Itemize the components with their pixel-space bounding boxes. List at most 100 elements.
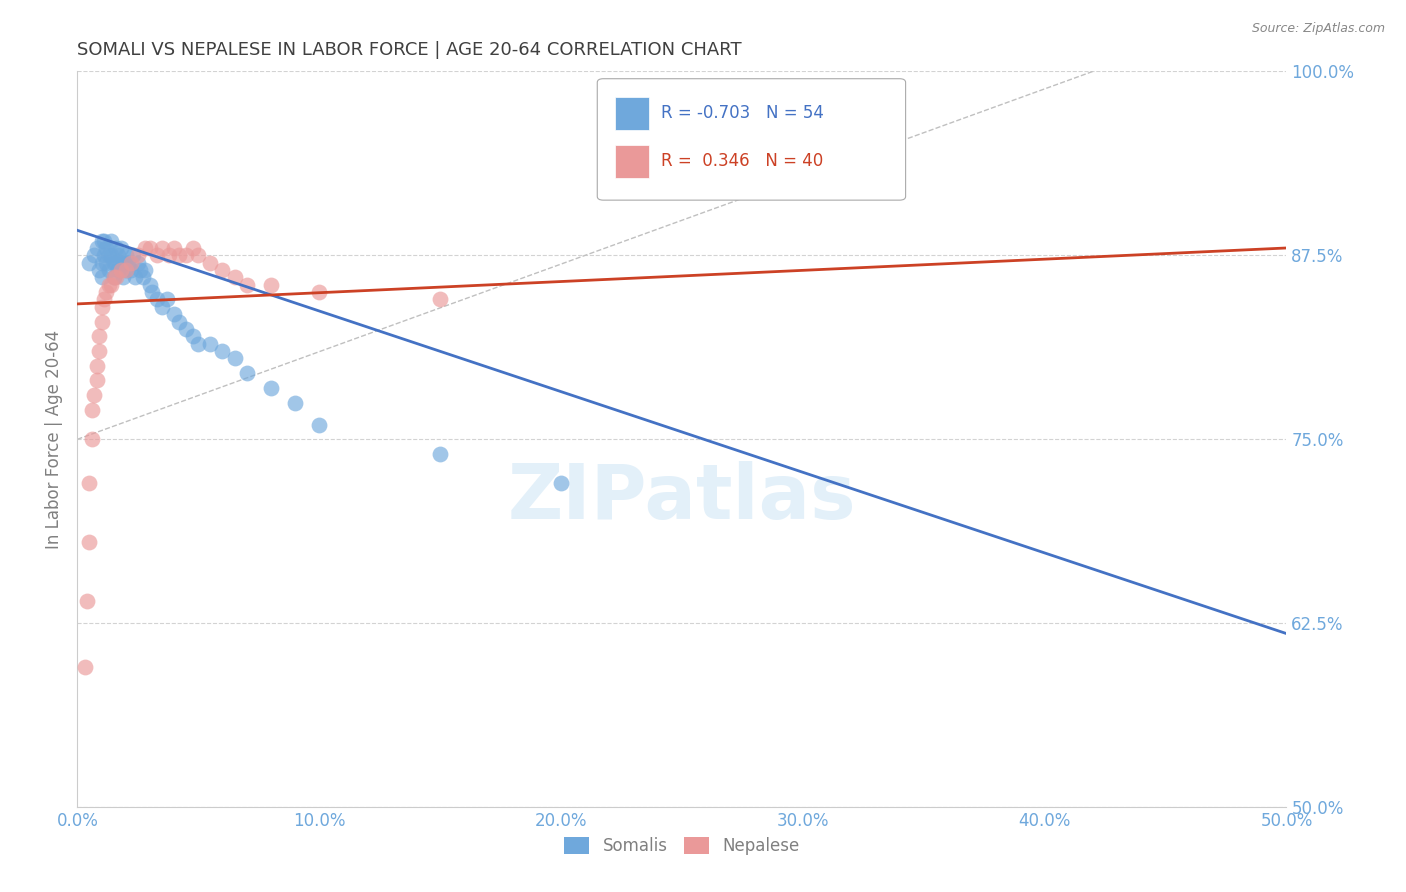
Point (110, 263, 132, 277)
Point (260, 381, 283, 395)
Point (96, 285, 118, 300)
Text: R = -0.703   N = 54: R = -0.703 N = 54 (661, 104, 824, 122)
Point (211, 263, 233, 277)
Point (174, 322, 197, 336)
FancyBboxPatch shape (598, 78, 905, 200)
Point (429, 447, 451, 461)
Point (134, 241, 156, 255)
Point (79, 535, 101, 549)
Point (76, 594, 98, 608)
Point (83, 248, 105, 262)
Point (93, 248, 115, 262)
Point (163, 307, 186, 321)
Point (114, 263, 136, 277)
Point (107, 263, 129, 277)
Point (86, 373, 108, 387)
Point (87, 329, 110, 343)
Point (112, 270, 135, 285)
Point (129, 263, 152, 277)
Point (183, 241, 205, 255)
Point (96, 241, 118, 255)
Point (167, 248, 190, 262)
Point (211, 343, 233, 358)
Point (73, 660, 96, 674)
Point (103, 256, 125, 270)
Point (105, 256, 128, 270)
Point (120, 263, 142, 277)
Point (429, 293, 451, 307)
Point (105, 241, 128, 255)
Point (105, 270, 128, 285)
Point (141, 285, 163, 300)
Point (127, 248, 149, 262)
Point (103, 270, 125, 285)
Point (235, 277, 257, 292)
Point (112, 256, 135, 270)
Point (200, 256, 222, 270)
Point (235, 366, 257, 380)
Point (90, 234, 112, 248)
Point (97, 263, 120, 277)
Point (90, 315, 112, 329)
Point (114, 263, 136, 277)
Bar (616, 145, 650, 178)
Point (110, 256, 132, 270)
Point (308, 285, 330, 300)
Point (79, 476, 101, 491)
Point (80, 402, 103, 417)
Point (167, 315, 190, 329)
Point (110, 241, 132, 255)
Point (103, 270, 125, 285)
Point (187, 248, 209, 262)
Point (139, 241, 162, 255)
Point (86, 241, 108, 255)
Text: R =  0.346   N = 40: R = 0.346 N = 40 (661, 153, 824, 170)
Point (224, 351, 246, 366)
Point (224, 270, 246, 285)
Point (163, 241, 186, 255)
Text: ZIPatlas: ZIPatlas (508, 461, 856, 535)
Point (90, 270, 112, 285)
Point (187, 336, 209, 351)
Point (156, 293, 179, 307)
Point (83, 388, 105, 402)
Point (79, 256, 101, 270)
Point (260, 277, 283, 292)
Point (139, 277, 162, 292)
Point (80, 433, 103, 447)
Point (120, 256, 142, 270)
Point (100, 234, 122, 248)
Point (200, 336, 222, 351)
Point (150, 300, 173, 314)
Y-axis label: In Labor Force | Age 20-64: In Labor Force | Age 20-64 (45, 330, 63, 549)
Point (150, 241, 173, 255)
Point (131, 270, 153, 285)
Point (174, 248, 197, 262)
Legend: Somalis, Nepalese: Somalis, Nepalese (557, 830, 807, 862)
Point (550, 476, 572, 491)
Point (114, 248, 136, 262)
Point (93, 234, 115, 248)
Text: SOMALI VS NEPALESE IN LABOR FORCE | AGE 20-64 CORRELATION CHART: SOMALI VS NEPALESE IN LABOR FORCE | AGE … (77, 41, 742, 59)
Point (124, 270, 146, 285)
Point (134, 263, 156, 277)
Point (90, 256, 112, 270)
Point (157, 248, 180, 262)
Point (90, 300, 112, 314)
Point (308, 417, 330, 432)
Point (107, 248, 129, 262)
Point (146, 293, 169, 307)
Point (117, 256, 139, 270)
Point (93, 293, 115, 307)
Point (86, 359, 108, 373)
Point (127, 256, 149, 270)
Point (96, 256, 118, 270)
Bar (616, 97, 650, 130)
Point (284, 395, 307, 409)
Point (100, 248, 122, 262)
Point (97, 277, 120, 292)
Point (97, 248, 120, 262)
Point (87, 343, 110, 358)
Point (183, 329, 205, 343)
Text: Source: ZipAtlas.com: Source: ZipAtlas.com (1251, 22, 1385, 36)
